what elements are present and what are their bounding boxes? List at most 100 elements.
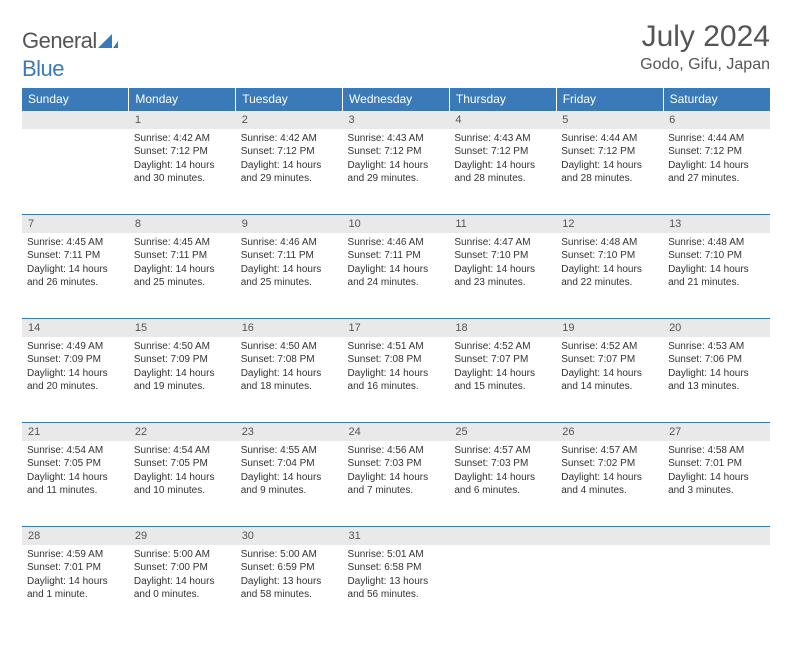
- sunset-text: Sunset: 7:12 PM: [241, 145, 338, 159]
- day-content-cell: Sunrise: 4:59 AMSunset: 7:01 PMDaylight:…: [22, 545, 129, 631]
- day-content-row: Sunrise: 4:45 AMSunset: 7:11 PMDaylight:…: [22, 233, 770, 319]
- sunrise-text: Sunrise: 4:53 AM: [668, 340, 765, 354]
- daylight-text: Daylight: 14 hours and 11 minutes.: [27, 471, 124, 498]
- sunset-text: Sunset: 7:04 PM: [241, 457, 338, 471]
- brand-logo: GeneralBlue: [22, 20, 118, 82]
- day-number-cell: 30: [236, 527, 343, 545]
- day-number-cell: 31: [343, 527, 450, 545]
- day-number-cell: 20: [663, 319, 770, 337]
- day-number-cell: 15: [129, 319, 236, 337]
- day-content-row: Sunrise: 4:49 AMSunset: 7:09 PMDaylight:…: [22, 337, 770, 423]
- sunrise-text: Sunrise: 4:52 AM: [561, 340, 658, 354]
- weekday-header-row: Sunday Monday Tuesday Wednesday Thursday…: [22, 88, 770, 111]
- sunrise-text: Sunrise: 4:46 AM: [241, 236, 338, 250]
- sunset-text: Sunset: 7:08 PM: [241, 353, 338, 367]
- daylight-text: Daylight: 14 hours and 9 minutes.: [241, 471, 338, 498]
- sunset-text: Sunset: 7:09 PM: [134, 353, 231, 367]
- day-content-cell: Sunrise: 4:48 AMSunset: 7:10 PMDaylight:…: [663, 233, 770, 319]
- day-content-cell: Sunrise: 4:45 AMSunset: 7:11 PMDaylight:…: [22, 233, 129, 319]
- day-content-cell: Sunrise: 4:57 AMSunset: 7:03 PMDaylight:…: [449, 441, 556, 527]
- daylight-text: Daylight: 14 hours and 13 minutes.: [668, 367, 765, 394]
- daylight-text: Daylight: 14 hours and 18 minutes.: [241, 367, 338, 394]
- day-number-cell: 23: [236, 423, 343, 441]
- sunset-text: Sunset: 7:00 PM: [134, 561, 231, 575]
- weekday-header: Friday: [556, 88, 663, 111]
- daylight-text: Daylight: 14 hours and 25 minutes.: [134, 263, 231, 290]
- sunset-text: Sunset: 7:09 PM: [27, 353, 124, 367]
- day-number-cell: 8: [129, 215, 236, 233]
- daylight-text: Daylight: 14 hours and 20 minutes.: [27, 367, 124, 394]
- day-content-cell: Sunrise: 4:54 AMSunset: 7:05 PMDaylight:…: [22, 441, 129, 527]
- sunrise-text: Sunrise: 4:45 AM: [134, 236, 231, 250]
- day-content-cell: Sunrise: 4:49 AMSunset: 7:09 PMDaylight:…: [22, 337, 129, 423]
- daylight-text: Daylight: 14 hours and 29 minutes.: [348, 159, 445, 186]
- daylight-text: Daylight: 14 hours and 15 minutes.: [454, 367, 551, 394]
- sunset-text: Sunset: 7:10 PM: [668, 249, 765, 263]
- sunrise-text: Sunrise: 4:49 AM: [27, 340, 124, 354]
- sunset-text: Sunset: 7:12 PM: [561, 145, 658, 159]
- sunrise-text: Sunrise: 4:42 AM: [241, 132, 338, 146]
- day-number-cell: 22: [129, 423, 236, 441]
- sunrise-text: Sunrise: 5:01 AM: [348, 548, 445, 562]
- day-content-cell: Sunrise: 4:57 AMSunset: 7:02 PMDaylight:…: [556, 441, 663, 527]
- day-number-cell: 18: [449, 319, 556, 337]
- daylight-text: Daylight: 14 hours and 1 minute.: [27, 575, 124, 602]
- day-number-cell: 12: [556, 215, 663, 233]
- sunset-text: Sunset: 7:06 PM: [668, 353, 765, 367]
- sunrise-text: Sunrise: 4:43 AM: [348, 132, 445, 146]
- sunset-text: Sunset: 7:12 PM: [348, 145, 445, 159]
- sunset-text: Sunset: 7:05 PM: [134, 457, 231, 471]
- day-number-cell: 17: [343, 319, 450, 337]
- sunset-text: Sunset: 6:58 PM: [348, 561, 445, 575]
- day-content-row: Sunrise: 4:59 AMSunset: 7:01 PMDaylight:…: [22, 545, 770, 631]
- day-content-cell: Sunrise: 4:51 AMSunset: 7:08 PMDaylight:…: [343, 337, 450, 423]
- sunset-text: Sunset: 7:10 PM: [454, 249, 551, 263]
- location-text: Godo, Gifu, Japan: [640, 56, 770, 74]
- weekday-header: Monday: [129, 88, 236, 111]
- daylight-text: Daylight: 14 hours and 26 minutes.: [27, 263, 124, 290]
- day-number-cell: 19: [556, 319, 663, 337]
- day-content-row: Sunrise: 4:42 AMSunset: 7:12 PMDaylight:…: [22, 129, 770, 215]
- day-number-row: 21222324252627: [22, 423, 770, 441]
- daylight-text: Daylight: 14 hours and 24 minutes.: [348, 263, 445, 290]
- weekday-header: Saturday: [663, 88, 770, 111]
- weekday-header: Sunday: [22, 88, 129, 111]
- daylight-text: Daylight: 14 hours and 25 minutes.: [241, 263, 338, 290]
- day-content-cell: Sunrise: 4:42 AMSunset: 7:12 PMDaylight:…: [129, 129, 236, 215]
- sunrise-text: Sunrise: 4:54 AM: [134, 444, 231, 458]
- sunset-text: Sunset: 7:11 PM: [134, 249, 231, 263]
- sunrise-text: Sunrise: 4:51 AM: [348, 340, 445, 354]
- daylight-text: Daylight: 14 hours and 4 minutes.: [561, 471, 658, 498]
- sunset-text: Sunset: 7:11 PM: [348, 249, 445, 263]
- day-number-cell: 4: [449, 111, 556, 129]
- sunrise-text: Sunrise: 4:47 AM: [454, 236, 551, 250]
- sunset-text: Sunset: 7:12 PM: [134, 145, 231, 159]
- sunrise-text: Sunrise: 4:55 AM: [241, 444, 338, 458]
- daylight-text: Daylight: 14 hours and 22 minutes.: [561, 263, 658, 290]
- month-title: July 2024: [640, 20, 770, 54]
- day-content-cell: Sunrise: 4:52 AMSunset: 7:07 PMDaylight:…: [449, 337, 556, 423]
- day-content-cell: [556, 545, 663, 631]
- sunset-text: Sunset: 7:11 PM: [241, 249, 338, 263]
- day-number-cell: 5: [556, 111, 663, 129]
- day-number-row: 78910111213: [22, 215, 770, 233]
- day-content-cell: Sunrise: 4:50 AMSunset: 7:09 PMDaylight:…: [129, 337, 236, 423]
- daylight-text: Daylight: 14 hours and 30 minutes.: [134, 159, 231, 186]
- day-content-cell: Sunrise: 4:56 AMSunset: 7:03 PMDaylight:…: [343, 441, 450, 527]
- day-number-row: 14151617181920: [22, 319, 770, 337]
- day-content-cell: [449, 545, 556, 631]
- day-content-cell: Sunrise: 4:58 AMSunset: 7:01 PMDaylight:…: [663, 441, 770, 527]
- sunrise-text: Sunrise: 4:44 AM: [561, 132, 658, 146]
- daylight-text: Daylight: 13 hours and 56 minutes.: [348, 575, 445, 602]
- sunset-text: Sunset: 7:07 PM: [454, 353, 551, 367]
- sunrise-text: Sunrise: 4:45 AM: [27, 236, 124, 250]
- daylight-text: Daylight: 14 hours and 3 minutes.: [668, 471, 765, 498]
- day-number-cell: 14: [22, 319, 129, 337]
- sunset-text: Sunset: 7:03 PM: [454, 457, 551, 471]
- calendar-table: Sunday Monday Tuesday Wednesday Thursday…: [22, 88, 770, 631]
- sunrise-text: Sunrise: 4:42 AM: [134, 132, 231, 146]
- daylight-text: Daylight: 14 hours and 14 minutes.: [561, 367, 658, 394]
- brand-part1: General: [22, 28, 97, 53]
- sail-icon: [98, 28, 118, 54]
- daylight-text: Daylight: 14 hours and 28 minutes.: [561, 159, 658, 186]
